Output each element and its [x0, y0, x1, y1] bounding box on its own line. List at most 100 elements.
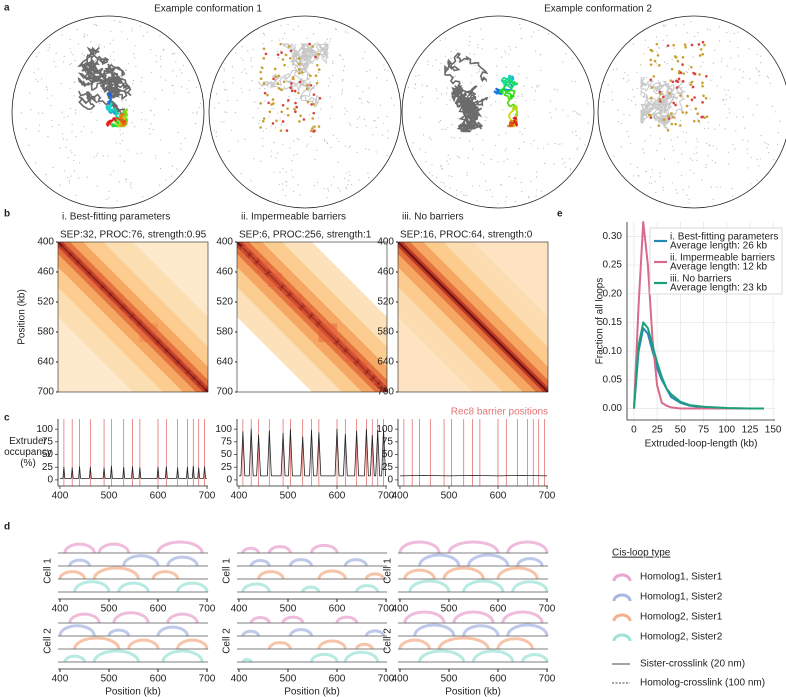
background-dot: [327, 85, 330, 87]
chromatin-segment: [507, 89, 512, 93]
background-dot: [775, 111, 777, 113]
chromatin-segment: [118, 124, 122, 127]
background-dot: [340, 55, 342, 57]
background-dot: [670, 139, 672, 141]
background-dot: [466, 174, 468, 176]
background-dot: [629, 143, 632, 145]
background-dot: [241, 91, 243, 93]
background-dot: [671, 182, 673, 184]
background-dot: [34, 162, 37, 164]
background-dot: [662, 24, 664, 26]
background-dot: [776, 143, 779, 145]
background-dot: [414, 87, 416, 89]
background-dot: [83, 36, 85, 38]
background-dot: [247, 50, 249, 52]
extruder-dot: [309, 74, 312, 78]
x-axis-label: Position (kb): [445, 687, 501, 697]
background-dot: [666, 63, 668, 65]
background-dot: [686, 32, 688, 34]
background-dot: [462, 86, 464, 88]
background-dot: [471, 185, 473, 187]
background-dot: [705, 167, 707, 169]
background-dot: [236, 99, 238, 102]
background-dot: [429, 137, 431, 139]
background-dot: [533, 139, 535, 142]
background-dot: [37, 112, 40, 114]
extruder-dot: [315, 81, 319, 85]
loop-arc: [442, 566, 485, 580]
extruder-dot: [685, 111, 688, 114]
background-dot: [299, 86, 302, 88]
extruder-dot: [667, 115, 670, 118]
background-dot: [485, 180, 487, 182]
background-dot: [358, 116, 361, 118]
extruder-dot: [701, 40, 705, 44]
background-dot: [259, 66, 262, 68]
background-dot: [549, 100, 552, 102]
background-dot: [457, 60, 459, 62]
extruder-dot: [650, 86, 654, 89]
background-dot: [738, 82, 740, 84]
background-dot: [245, 72, 248, 74]
background-dot: [691, 159, 694, 161]
background-dot: [637, 175, 639, 177]
background-dot: [496, 74, 498, 77]
background-dot: [498, 134, 500, 136]
background-dot: [550, 117, 553, 119]
extruder-dot: [306, 100, 310, 104]
background-dot: [439, 39, 441, 42]
background-dot: [341, 80, 344, 82]
loop-arc: [92, 649, 140, 663]
extruder-dot: [287, 99, 290, 102]
background-dot: [121, 107, 123, 109]
extruder-dot: [701, 53, 705, 56]
background-dot: [644, 39, 646, 41]
background-dot: [654, 180, 656, 183]
background-dot: [70, 175, 72, 177]
extruder-dot: [671, 80, 675, 84]
background-dot: [419, 102, 421, 104]
background-dot: [523, 141, 525, 143]
background-dot: [226, 99, 229, 102]
background-dot: [231, 129, 233, 132]
background-dot: [553, 163, 555, 165]
y-tick-label: 0.20: [603, 288, 623, 299]
background-dot: [729, 40, 731, 43]
background-dot: [116, 200, 118, 202]
y-tick-label: 100: [215, 424, 232, 435]
loop-arc: [58, 570, 86, 580]
y-tick-label: 0.05: [603, 374, 623, 385]
background-dot: [91, 131, 93, 134]
background-dot: [47, 136, 49, 138]
extruder-dot: [268, 110, 272, 113]
background-dot: [74, 81, 76, 83]
background-dot: [132, 83, 134, 85]
background-dot: [495, 47, 497, 49]
extruder-dot: [302, 118, 306, 121]
background-dot: [696, 138, 698, 140]
y-tick-label: 520: [37, 297, 54, 308]
background-dot: [516, 97, 518, 99]
background-dot: [489, 189, 491, 191]
extruder-dot: [259, 126, 262, 129]
background-dot: [663, 25, 665, 27]
background-dot: [463, 194, 465, 197]
simulation-sphere: [11, 15, 205, 209]
extruder-dot: [677, 77, 681, 81]
background-dot: [447, 127, 449, 129]
loop-arc: [63, 654, 86, 663]
background-dot: [692, 101, 694, 103]
background-dot: [337, 161, 339, 164]
tad-block: [357, 362, 367, 372]
background-dot: [635, 103, 637, 106]
extruder-dot: [297, 91, 300, 95]
background-dot: [482, 139, 484, 141]
background-dot: [180, 148, 182, 150]
background-dot: [292, 28, 294, 31]
background-dot: [690, 158, 692, 160]
extruder-dot: [675, 86, 679, 89]
background-dot: [175, 75, 177, 77]
background-dot: [692, 56, 694, 58]
background-dot: [702, 61, 704, 63]
extruder-dot: [305, 87, 309, 91]
